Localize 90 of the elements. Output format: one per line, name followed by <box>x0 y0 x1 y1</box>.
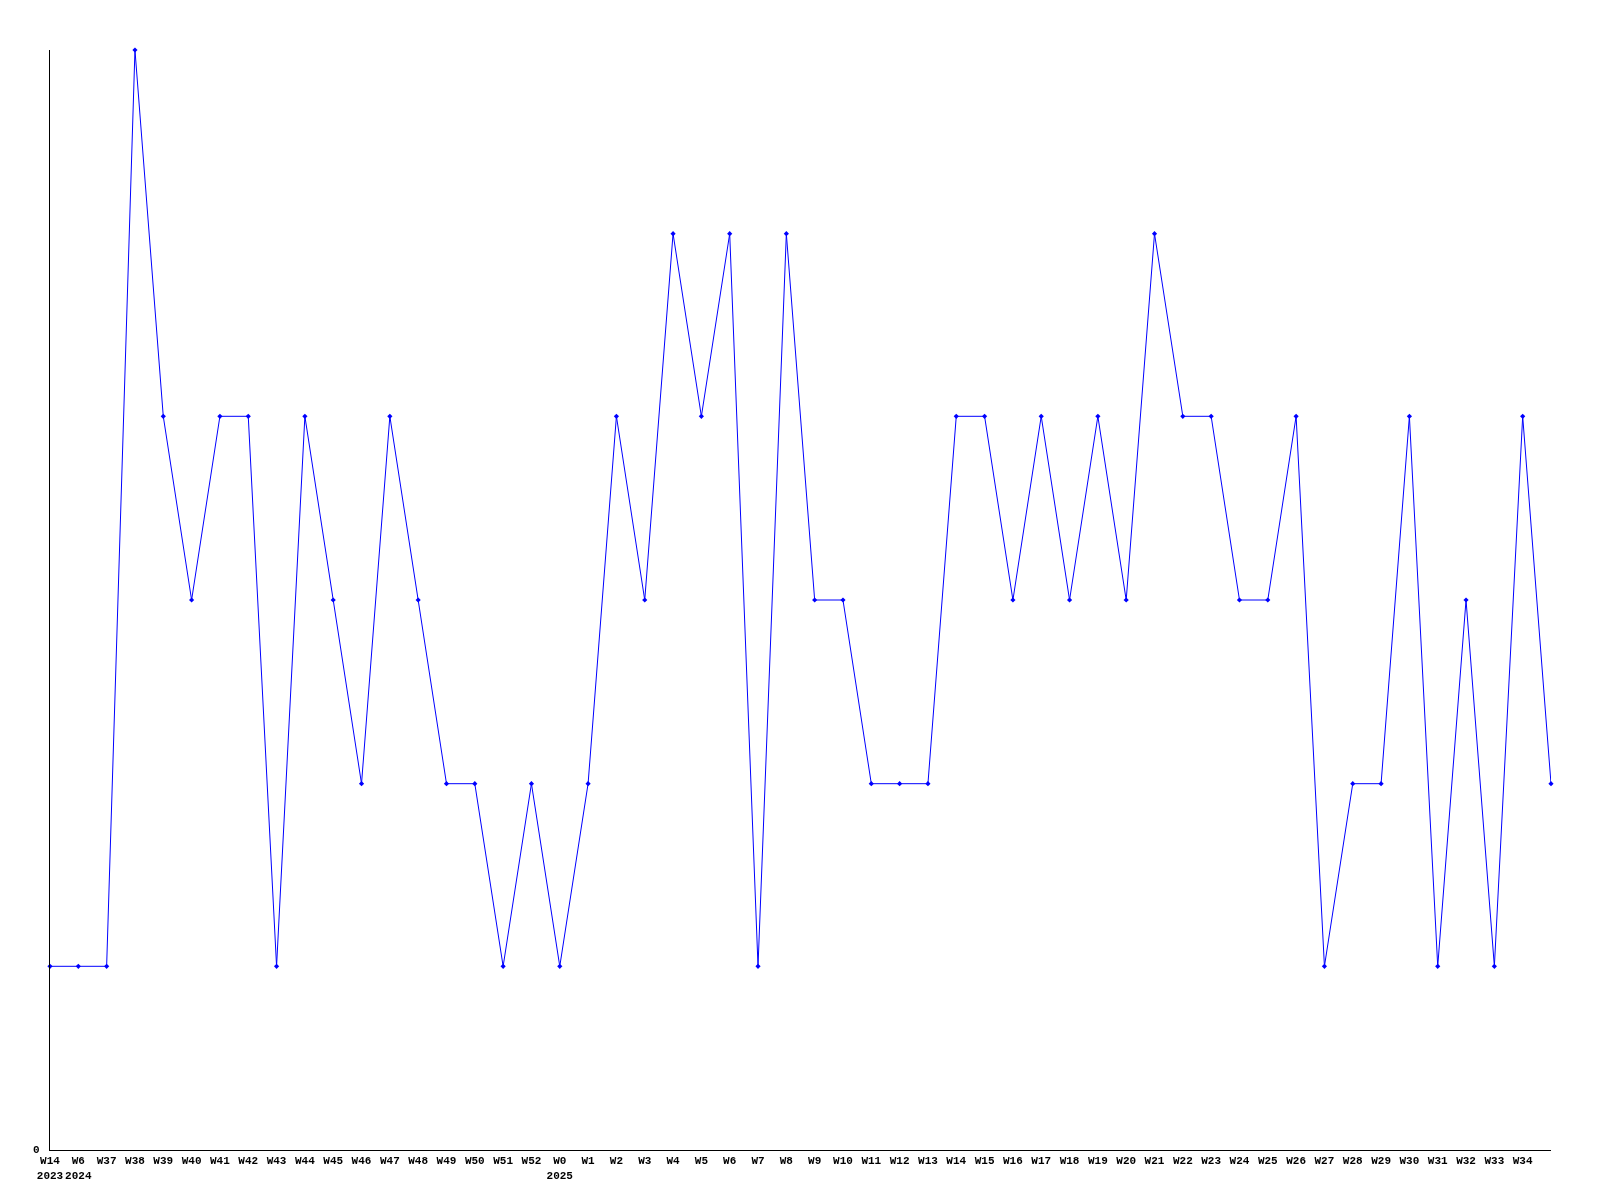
x-tick-label: W46 <box>351 1155 372 1168</box>
x-tick-label: W7 <box>751 1155 765 1168</box>
x-tick-label: W6 <box>723 1155 737 1168</box>
x-tick-label: W26 <box>1286 1155 1307 1168</box>
x-tick-label: W52 <box>521 1155 542 1168</box>
point <box>75 963 81 969</box>
x-tick-label: W30 <box>1399 1155 1420 1168</box>
x-tick-label: W14 <box>946 1155 967 1168</box>
x-tick-label: W0 2025 <box>546 1155 574 1182</box>
point <box>698 413 704 419</box>
x-tick-label: W6 2024 <box>65 1155 92 1182</box>
x-tick-label: W17 <box>1031 1155 1052 1168</box>
point <box>1491 963 1497 969</box>
point <box>443 781 450 787</box>
x-tick-label: W41 <box>210 1155 231 1168</box>
x-tick-label: W19 <box>1087 1155 1108 1168</box>
x-tick-label: W8 <box>779 1155 794 1168</box>
x-tick-label: W25 <box>1257 1155 1279 1168</box>
point <box>1180 413 1186 419</box>
point <box>868 781 874 787</box>
x-tick-label: W48 <box>408 1155 429 1168</box>
point <box>1095 413 1101 419</box>
point <box>1406 413 1412 419</box>
point <box>189 597 195 603</box>
x-tick-label: W42 <box>238 1155 259 1168</box>
x-tick-label: W40 <box>181 1155 202 1168</box>
x-tick-label: W23 <box>1201 1155 1222 1168</box>
point <box>500 963 506 969</box>
text: 0 <box>33 1144 40 1156</box>
point <box>727 231 733 237</box>
point <box>273 963 280 969</box>
point <box>160 413 166 419</box>
x-tick-label: W4 <box>666 1155 681 1168</box>
point <box>387 413 393 419</box>
point <box>1236 597 1243 603</box>
x-tick-label: W38 <box>125 1155 146 1168</box>
x-tick-label: W49 <box>436 1155 457 1168</box>
point <box>1038 413 1044 419</box>
x-tick-label: W33 <box>1484 1155 1505 1168</box>
x-tick-label: W43 <box>266 1155 287 1168</box>
point <box>1151 231 1158 237</box>
point <box>245 413 251 419</box>
x-tick-label: W18 <box>1059 1155 1080 1168</box>
point <box>1208 413 1214 419</box>
point <box>104 963 110 969</box>
x-tick-label: W47 <box>379 1155 400 1168</box>
x-tick-label: W22 <box>1172 1155 1193 1168</box>
point <box>1293 413 1299 419</box>
x-tick-label: W16 <box>1003 1155 1023 1168</box>
point <box>1520 413 1526 419</box>
x-tick-label: W21 <box>1144 1155 1165 1168</box>
x-tick-label: W32 <box>1456 1155 1476 1168</box>
x-tick-label: W20 <box>1116 1155 1137 1168</box>
point <box>557 963 563 969</box>
point <box>953 413 959 419</box>
point <box>358 781 365 787</box>
x-tick-label: W45 <box>323 1155 344 1168</box>
point <box>472 781 478 787</box>
point <box>1321 963 1328 969</box>
x-tick-label: W14 2023 <box>36 1155 64 1182</box>
x-tick-label: W37 <box>96 1155 117 1168</box>
x-tick-label: W50 <box>464 1155 485 1168</box>
x-tick-label: W1 <box>581 1155 596 1168</box>
point <box>613 413 620 419</box>
x-tick-label: W29 <box>1371 1155 1391 1168</box>
x-tick-label: W31 <box>1427 1155 1449 1168</box>
point <box>1066 597 1073 603</box>
point <box>528 781 535 787</box>
x-tick-label: W9 <box>808 1155 822 1168</box>
x-tick-label: W11 <box>861 1155 882 1168</box>
x-tick-label: W51 <box>493 1155 514 1168</box>
x-tick-label: W28 <box>1342 1155 1364 1168</box>
x-tick-label: W13 <box>918 1155 939 1168</box>
x-tick-label: W2 <box>609 1155 624 1168</box>
point <box>981 413 988 419</box>
x-tick-label: W39 <box>153 1155 174 1168</box>
x-tick-label: W34 <box>1512 1155 1533 1168</box>
x-tick-label: W12 <box>889 1155 910 1168</box>
point <box>1350 781 1356 787</box>
x-tick-label: W10 <box>833 1155 853 1168</box>
point <box>897 781 903 787</box>
point <box>302 413 308 419</box>
x-tick-label: W24 <box>1229 1155 1250 1168</box>
point <box>1435 963 1441 969</box>
point <box>783 231 789 237</box>
x-tick-label: W27 <box>1314 1155 1335 1168</box>
x-tick-label: W15 <box>974 1155 995 1168</box>
x-tick-label: W5 <box>694 1155 709 1168</box>
x-tick-label: W3 <box>638 1155 652 1168</box>
x-tick-label: W44 <box>294 1155 316 1168</box>
